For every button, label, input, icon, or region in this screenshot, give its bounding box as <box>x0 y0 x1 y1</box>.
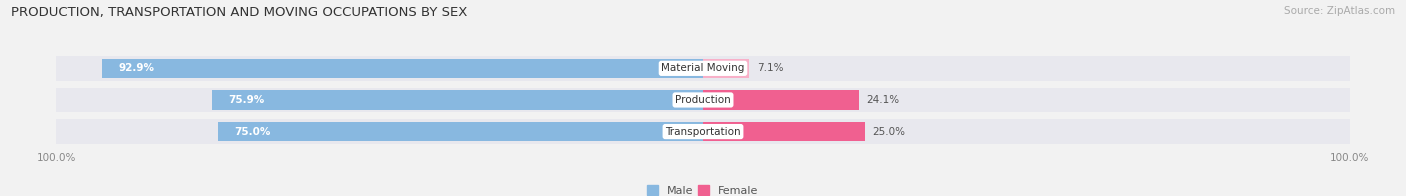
Text: Material Moving: Material Moving <box>661 63 745 73</box>
Text: Production: Production <box>675 95 731 105</box>
Text: 7.1%: 7.1% <box>756 63 783 73</box>
Text: 92.9%: 92.9% <box>118 63 155 73</box>
Bar <box>103 59 703 78</box>
Bar <box>212 90 703 110</box>
Text: 24.1%: 24.1% <box>866 95 900 105</box>
Bar <box>56 56 1350 81</box>
Text: 25.0%: 25.0% <box>873 127 905 137</box>
Text: Transportation: Transportation <box>665 127 741 137</box>
Bar <box>703 122 865 141</box>
Text: Source: ZipAtlas.com: Source: ZipAtlas.com <box>1284 6 1395 16</box>
Bar <box>703 90 859 110</box>
Legend: Male, Female: Male, Female <box>643 181 763 196</box>
Bar <box>56 88 1350 112</box>
Bar <box>218 122 703 141</box>
Text: PRODUCTION, TRANSPORTATION AND MOVING OCCUPATIONS BY SEX: PRODUCTION, TRANSPORTATION AND MOVING OC… <box>11 6 468 19</box>
Text: 75.9%: 75.9% <box>228 95 264 105</box>
Bar <box>703 59 749 78</box>
Bar <box>56 119 1350 144</box>
Text: 75.0%: 75.0% <box>233 127 270 137</box>
